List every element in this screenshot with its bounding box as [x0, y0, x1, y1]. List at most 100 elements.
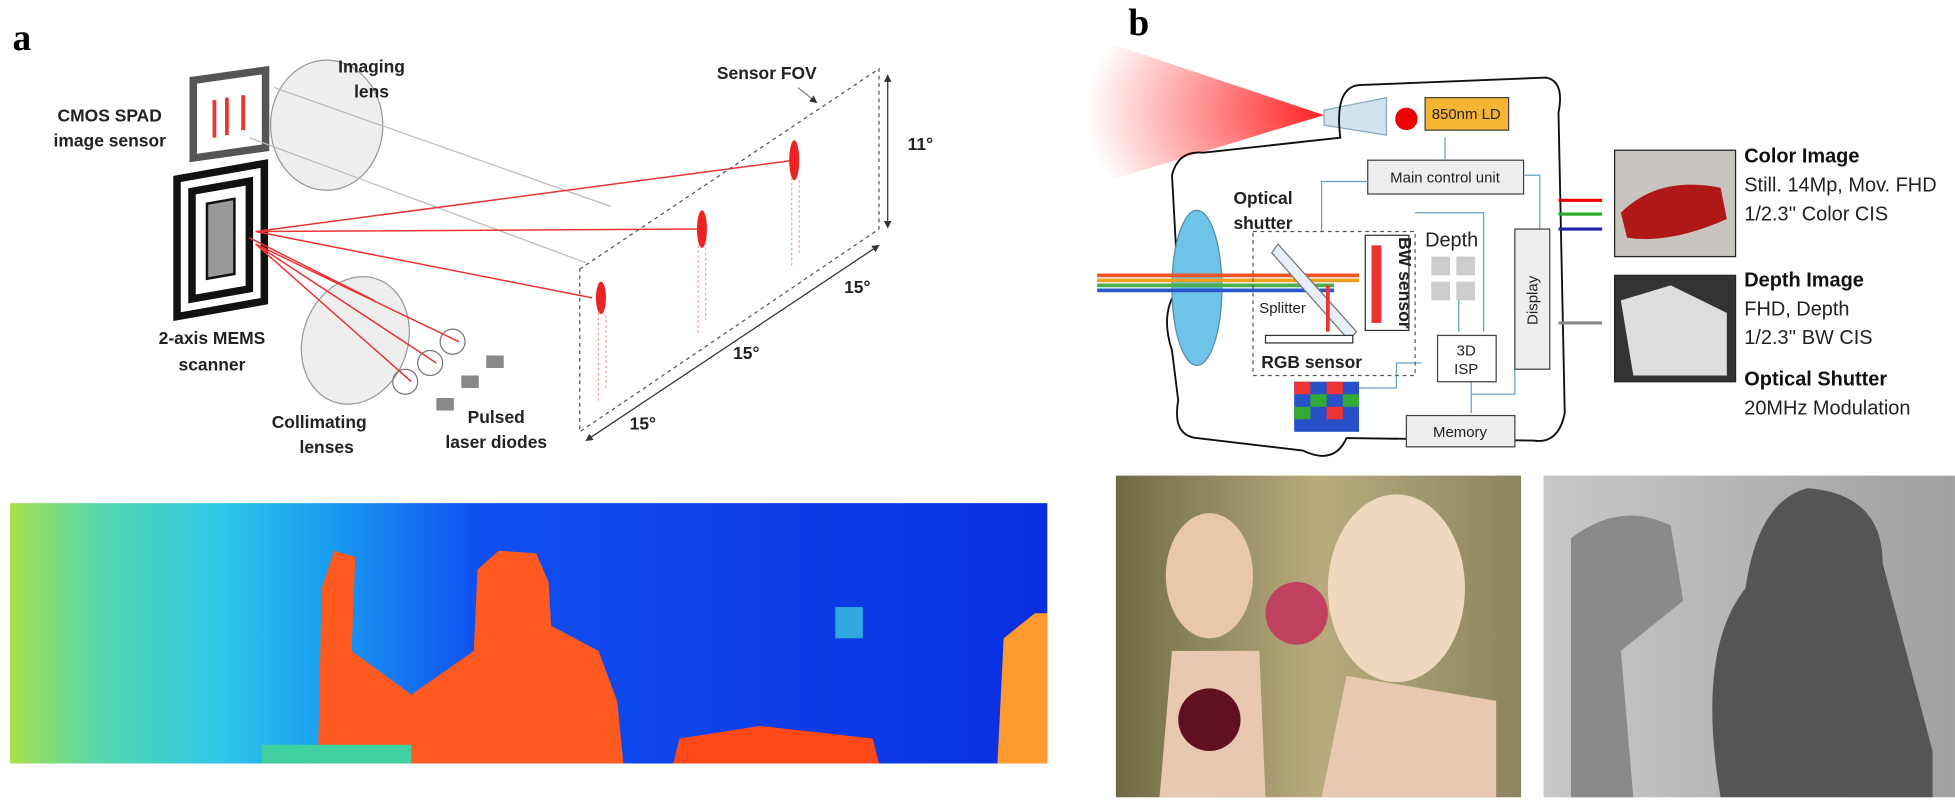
small-lenses-part: [417, 349, 444, 377]
pixel-grid-part: [1326, 406, 1343, 420]
depth-map-part: [673, 725, 879, 764]
flowers: [1265, 581, 1328, 645]
collimating-label-part: Collimating: [272, 412, 367, 432]
laser-spots-part: [696, 210, 707, 248]
isp-label-part: ISP: [1454, 361, 1478, 378]
collimating-label: Collimating lenses: [272, 412, 367, 457]
pixel-grid-part: [1326, 381, 1343, 395]
spec-title: Optical Shutter: [1744, 368, 1887, 390]
laser-rays-part: [249, 159, 795, 383]
output-arrows: [1558, 198, 1603, 325]
spad-sensor-part: [196, 74, 262, 154]
depth-pixels-part: [1456, 256, 1475, 276]
bust: [1327, 494, 1465, 683]
scanner-label: 2-axis MEMS scanner: [159, 328, 266, 374]
display-label: Display: [1524, 275, 1541, 325]
collimating-label-part: lenses: [300, 437, 354, 457]
laser-label: 850nm LD: [1432, 106, 1501, 123]
laser-diodes: [436, 355, 504, 411]
sensor-label-part: CMOS SPAD: [58, 105, 162, 125]
laser-label-part: Pulsed: [468, 407, 525, 427]
spad-sensor: [189, 65, 270, 163]
depth-pixels-part: [1456, 281, 1475, 301]
laser-box: [1424, 96, 1510, 131]
mems-scanner-part: [188, 176, 254, 304]
mems-scanner: [173, 159, 269, 322]
depth-label: Depth: [1425, 230, 1478, 252]
mems-scanner-part: [205, 197, 236, 281]
depth-map: [9, 503, 1048, 764]
depth-object: [1620, 285, 1727, 376]
depth-bust: [1570, 515, 1684, 798]
panel-letter: a: [12, 18, 31, 59]
rgb-sensor: [1264, 334, 1354, 344]
sensor-label: CMOS SPAD image sensor: [54, 105, 167, 150]
control-label: Main control unit: [1390, 170, 1501, 187]
small-lenses-part: [439, 328, 466, 355]
small-lenses-part: [392, 368, 419, 395]
horizontal-angle: 15°: [844, 277, 870, 297]
depth-bust: [1712, 488, 1933, 798]
device-outline: [1166, 76, 1566, 457]
memory-box: [1405, 414, 1516, 448]
horizontal-angle: 15°: [733, 343, 759, 363]
vertical-angle: 11°: [908, 134, 933, 154]
depth-map-part: [997, 613, 1048, 764]
rgb-label: RGB sensor: [1261, 352, 1362, 372]
isp-label: 3D ISP: [1454, 342, 1478, 378]
mems-scanner-part: [173, 159, 269, 322]
depth-pixels-part: [1431, 281, 1451, 301]
bust: [1165, 513, 1254, 639]
spec-line: 20MHz Modulation: [1744, 397, 1910, 419]
pixel-grid-part: [1342, 394, 1360, 407]
depth-map-part: [317, 550, 624, 764]
spot-trails: [597, 177, 800, 401]
shutter-label: Optical shutter: [1233, 188, 1292, 233]
splitter-label: Splitter: [1259, 300, 1306, 317]
sensor-label-part: image sensor: [54, 130, 167, 150]
panel-letter: b: [1128, 3, 1149, 44]
spad-sensor-part: [212, 95, 245, 138]
bust-body: [1159, 650, 1497, 798]
laser-diodes-part: [461, 375, 479, 388]
figure-content: a CMOS SPAD image sensor Imaging lens 2-ax…: [9, 3, 1955, 798]
bw-sensor-chip: [1371, 245, 1382, 323]
pixel-grid: [1294, 381, 1360, 432]
laser-label-part: laser diodes: [445, 432, 547, 452]
imaging-lens-label-part: lens: [354, 82, 389, 102]
depth-pixels: [1431, 256, 1475, 301]
depth-pixels-part: [1431, 256, 1451, 276]
scanner-label-part: scanner: [179, 354, 246, 374]
horizontal-angle: 15°: [630, 413, 656, 433]
pixel-grid-part: [1294, 406, 1311, 420]
laser-spots-part: [789, 140, 800, 181]
incoming-light: [1097, 273, 1360, 293]
depth-map-part: [261, 744, 412, 764]
laser-spots: [595, 140, 800, 315]
spec-line: Still. 14Mp, Mov. FHD: [1744, 174, 1936, 196]
laser-diode: [1395, 107, 1418, 131]
optics-box: [1252, 230, 1416, 377]
roses: [1178, 688, 1241, 751]
small-lenses: [392, 328, 466, 395]
laser-diodes-part: [436, 398, 454, 411]
laser-diodes-part: [486, 355, 504, 368]
spec-list: Color Image Still. 14Mp, Mov. FHD 1/2.3'' …: [1744, 146, 1936, 420]
memory-label: Memory: [1433, 424, 1488, 441]
pixel-grid-part: [1310, 394, 1327, 407]
laser-rays: [249, 159, 795, 383]
display-box: [1514, 228, 1551, 370]
spec-title: Color Image: [1744, 146, 1859, 168]
fov-pointer: [797, 87, 818, 104]
imaging-lens-label-part: Imaging: [338, 57, 405, 77]
depth-map-part: [835, 607, 863, 639]
imaging-lens-label: Imaging lens: [338, 57, 405, 102]
shutter-label-part: shutter: [1233, 213, 1292, 233]
spec-line: 1/2.3'' Color CIS: [1744, 203, 1888, 225]
camera-lens: [1171, 209, 1223, 367]
fov-plane: [579, 67, 880, 433]
isp-chip: [1436, 334, 1497, 383]
connections: [1320, 137, 1541, 414]
